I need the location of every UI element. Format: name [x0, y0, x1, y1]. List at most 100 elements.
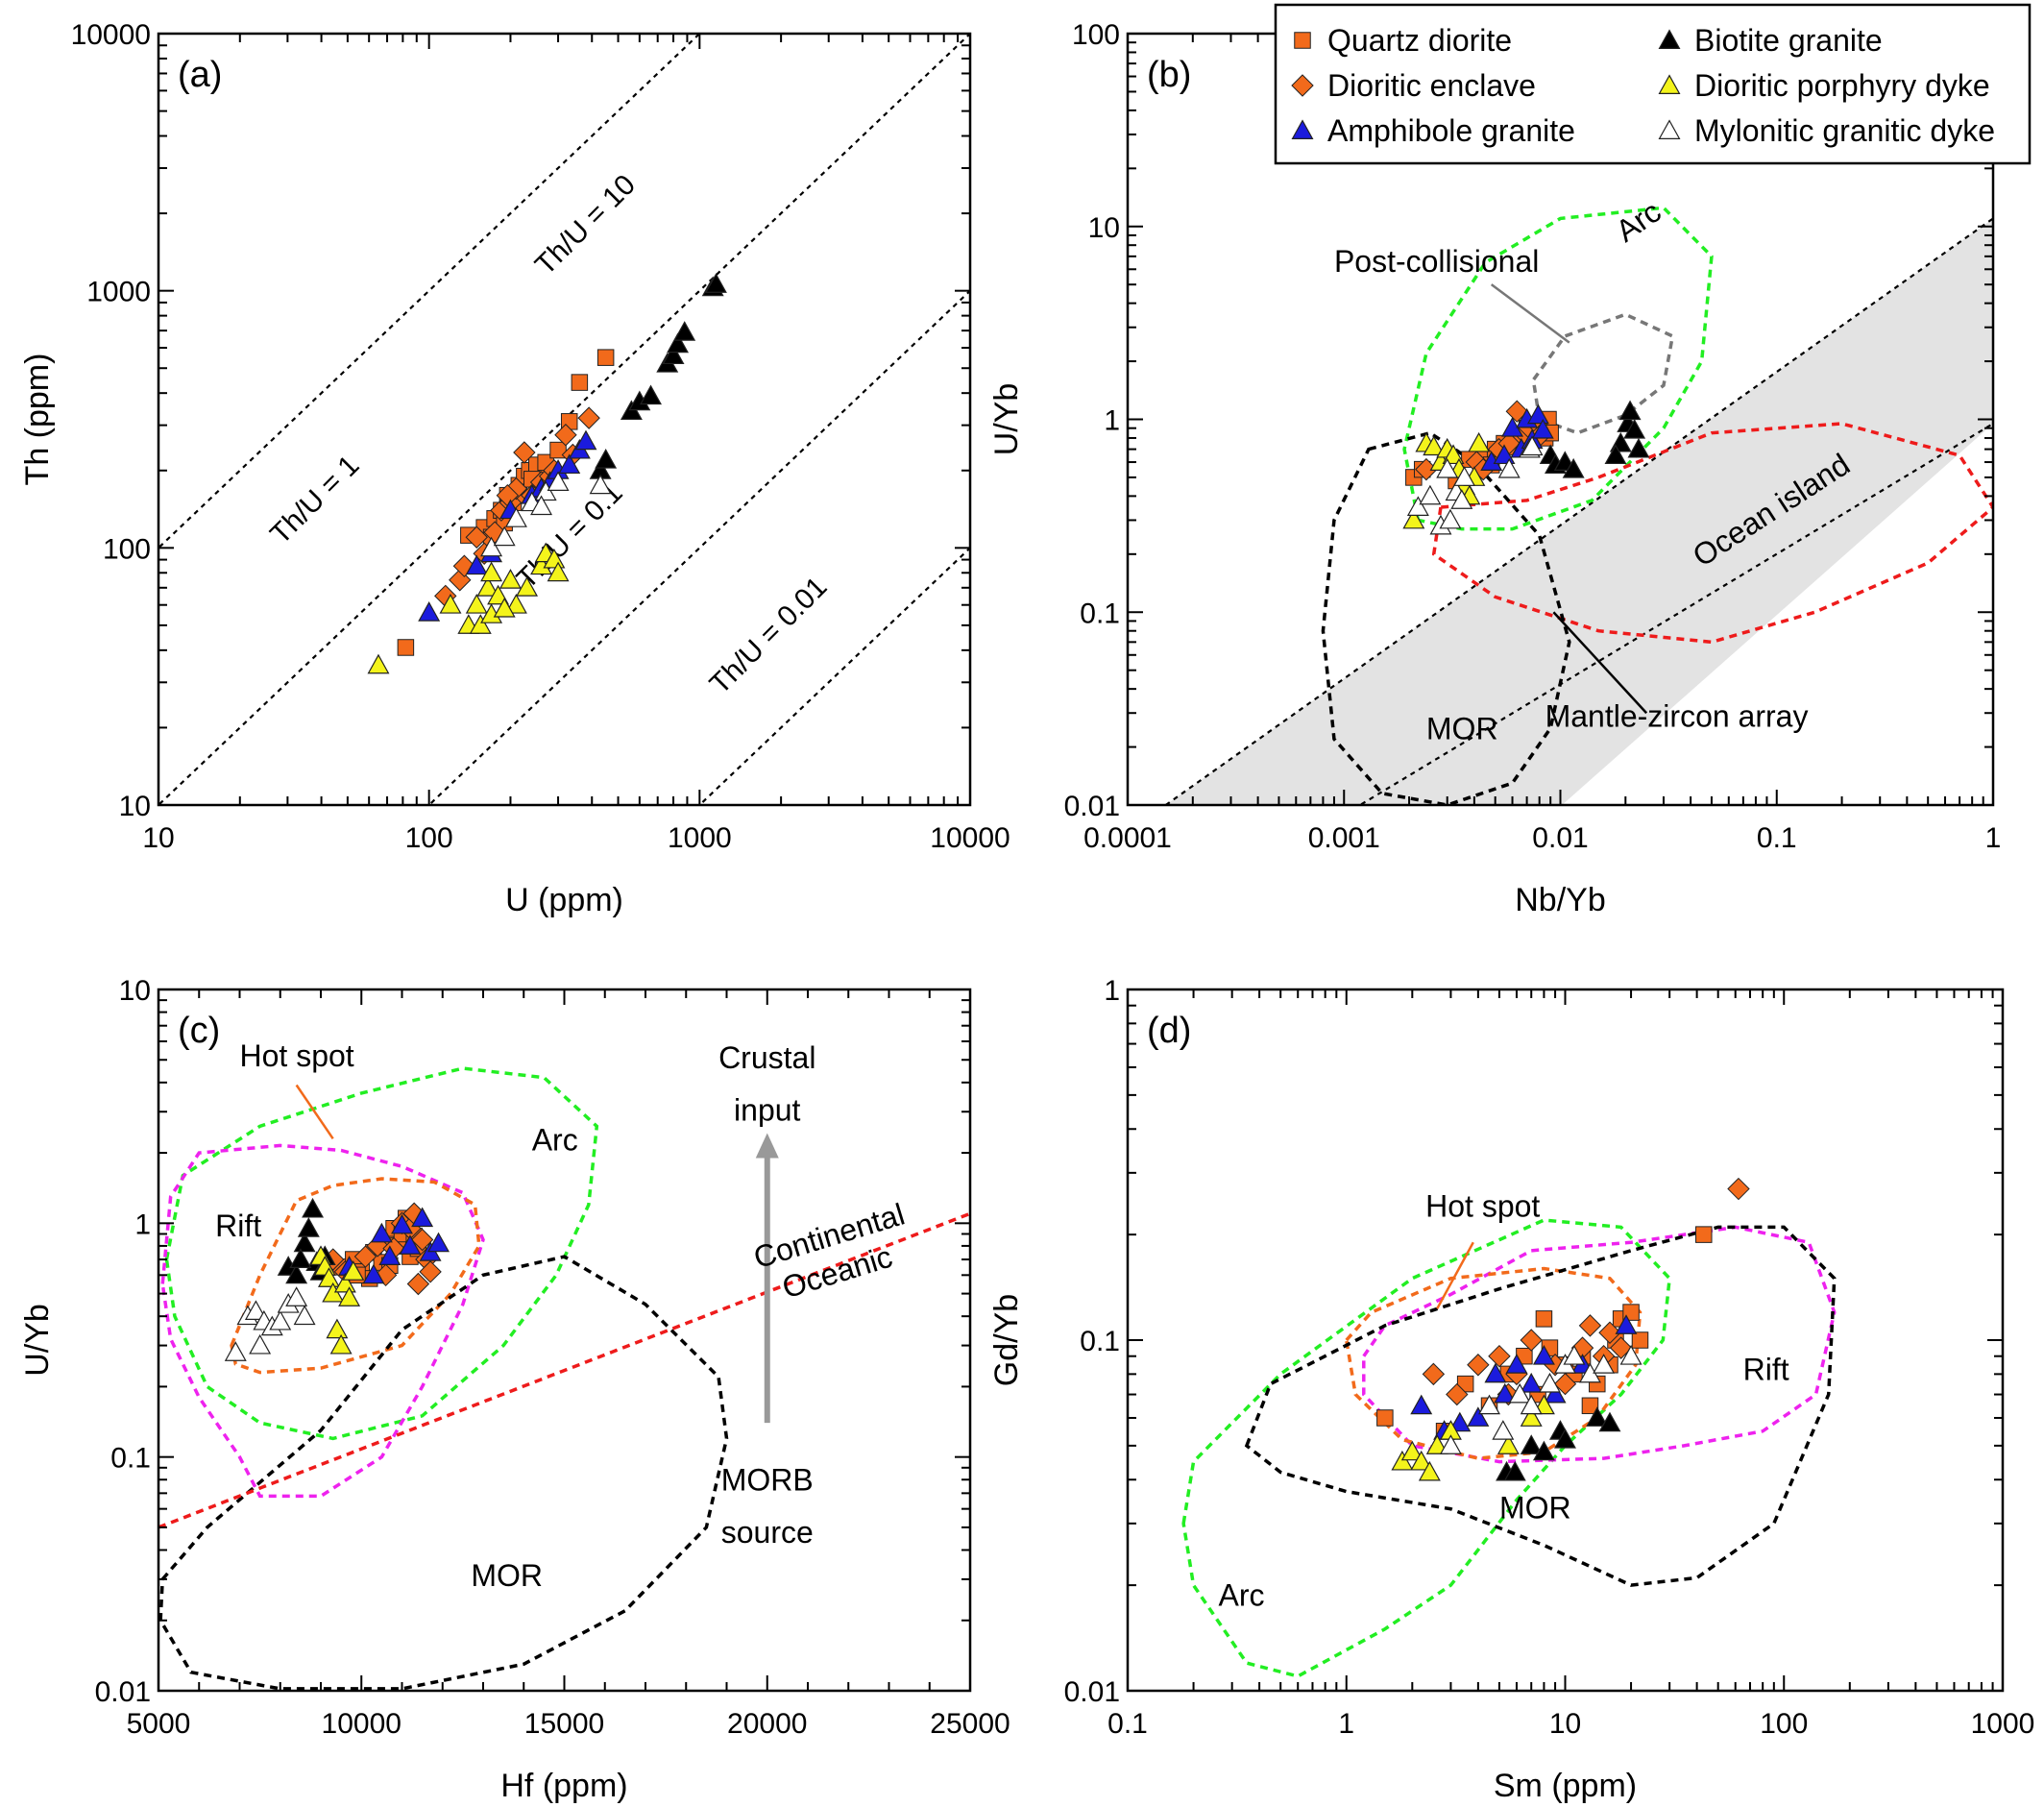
data-point-mylonitic-granitic-dyke — [249, 1333, 272, 1355]
y-tick-label: 0.1 — [1080, 1326, 1120, 1357]
y-axis-label: Gd/Yb — [988, 1294, 1025, 1386]
ratio-line-label: Th/U = 0.01 — [704, 571, 834, 700]
y-tick-label: 1000 — [86, 277, 151, 308]
data-point-dioritic-enclave — [1727, 1177, 1750, 1201]
data-point-dioritic-porphyry-dyke — [322, 1282, 345, 1303]
data-point-mylonitic-granitic-dyke — [530, 495, 553, 516]
hotspot-field-outline — [1344, 1266, 1642, 1460]
morb-source-label-2: source — [721, 1515, 814, 1550]
data-point-biotite-granite — [1623, 418, 1646, 439]
y-tick-label: 10000 — [71, 19, 151, 51]
data-point-quartz-diorite — [549, 441, 567, 459]
data-point-dioritic-porphyry-dyke — [469, 614, 492, 634]
rift-field-outline — [1362, 1225, 1837, 1464]
legend-item-dioritic-enclave: Dioritic enclave — [1291, 68, 1536, 103]
y-tick-label: 100 — [1072, 19, 1120, 51]
x-tick-label: 10 — [142, 822, 174, 854]
data-point-amphibole-granite — [1615, 1314, 1638, 1334]
data-point-biotite-granite — [1658, 29, 1681, 49]
data-point-mylonitic-granitic-dyke — [504, 507, 527, 527]
x-tick-label: 100 — [1760, 1708, 1808, 1740]
data-point-mylonitic-granitic-dyke — [1497, 457, 1521, 478]
data-point-dioritic-porphyry-dyke — [1423, 435, 1446, 456]
data-point-biotite-granite — [1604, 444, 1627, 465]
data-point-amphibole-granite — [1526, 403, 1549, 425]
data-point-dioritic-porphyry-dyke — [439, 594, 462, 614]
x-tick-label: 0.0001 — [1083, 822, 1172, 854]
data-point-amphibole-granite — [411, 1207, 434, 1228]
data-point-amphibole-granite — [1291, 119, 1314, 139]
panel-label: (c) — [178, 1011, 220, 1051]
data-point-amphibole-granite — [1531, 418, 1554, 439]
data-point-dioritic-porphyry-dyke — [1410, 1450, 1433, 1471]
data-point-amphibole-granite — [362, 1263, 385, 1284]
data-point-biotite-granite — [667, 332, 690, 354]
legend-item-label: Dioritic enclave — [1327, 68, 1536, 103]
postcollisional-leader-line — [1490, 283, 1570, 344]
rift-field-label: Rift — [1743, 1352, 1789, 1386]
data-point-dioritic-porphyry-dyke — [338, 1286, 361, 1306]
data-point-quartz-diorite — [1631, 1331, 1649, 1349]
data-point-dioritic-enclave — [1446, 1382, 1469, 1406]
data-point-quartz-diorite — [1294, 32, 1311, 49]
plot-frame — [157, 988, 972, 1693]
data-point-dioritic-porphyry-dyke — [333, 1272, 356, 1293]
data-point-dioritic-enclave — [419, 1260, 442, 1283]
data-point-mylonitic-granitic-dyke — [480, 536, 503, 557]
data-point-amphibole-granite — [418, 601, 441, 622]
y-tick-label: 10 — [119, 975, 151, 1007]
postcollisional-field-outline — [1531, 312, 1675, 435]
data-point-mylonitic-granitic-dyke — [1450, 489, 1473, 509]
ratio-line — [427, 289, 970, 805]
data-point-dioritic-enclave — [353, 1245, 377, 1268]
x-tick-label: 1000 — [1971, 1708, 2035, 1740]
x-tick-label: 1000 — [668, 822, 732, 854]
data-point-quartz-diorite — [571, 374, 589, 391]
data-point-biotite-granite — [1520, 1434, 1543, 1454]
x-tick-label: 5000 — [127, 1708, 191, 1740]
y-axis-label: U/Yb — [19, 1304, 56, 1377]
mor-field-label: MOR — [1426, 711, 1498, 745]
data-point-biotite-granite — [1554, 1428, 1576, 1449]
data-point-biotite-granite — [1627, 437, 1650, 458]
rift-field-outline — [160, 1143, 485, 1499]
y-tick-label: 0.01 — [95, 1676, 151, 1708]
x-axis-label: U (ppm) — [505, 882, 623, 918]
data-point-biotite-granite — [595, 448, 618, 469]
mantle-array-leader-line — [1552, 611, 1648, 715]
data-point-dioritic-enclave — [1422, 1362, 1446, 1386]
data-point-amphibole-granite — [1448, 1411, 1472, 1432]
panel-label: (b) — [1147, 55, 1191, 95]
data-point-mylonitic-granitic-dyke — [493, 525, 516, 547]
data-point-mylonitic-granitic-dyke — [293, 1305, 316, 1326]
data-point-dioritic-porphyry-dyke — [543, 548, 566, 569]
data-point-dioritic-porphyry-dyke — [516, 576, 539, 597]
panel-b-uyb-vs-nbyb: 0.0001 0.001 0.01 0.1 1 0.01 0.1 1 10 100 Nb/Yb U/Y… — [988, 19, 2001, 918]
data-point-dioritic-porphyry-dyke — [342, 1260, 365, 1281]
y-tick-label: 100 — [103, 533, 151, 565]
data-point-amphibole-granite — [370, 1222, 393, 1243]
data-point-dioritic-enclave — [410, 1228, 434, 1252]
data-point-dioritic-porphyry-dyke — [1400, 1440, 1424, 1461]
y-axis-label: Th (ppm) — [19, 354, 56, 486]
data-point-mylonitic-granitic-dyke — [1593, 1354, 1616, 1374]
data-point-amphibole-granite — [465, 554, 488, 575]
x-tick-label: 15000 — [524, 1708, 604, 1740]
data-point-mylonitic-granitic-dyke — [589, 474, 612, 495]
data-point-dioritic-enclave — [577, 406, 600, 429]
data-point-dioritic-enclave — [1467, 1354, 1490, 1377]
panel-label: (d) — [1147, 1011, 1191, 1051]
field-layer — [1165, 206, 1993, 805]
data-point-dioritic-enclave — [1598, 1321, 1621, 1344]
data-point-amphibole-granite — [1494, 1382, 1517, 1404]
data-point-quartz-diorite — [1581, 1397, 1599, 1415]
ocean-island-field-outline — [1431, 422, 1993, 645]
x-axis-label: Hf (ppm) — [500, 1768, 627, 1804]
legend-item-label: Quartz diorite — [1327, 23, 1512, 58]
mor-field-label: MOR — [471, 1558, 543, 1593]
x-tick-label: 0.1 — [1757, 822, 1797, 854]
data-point-mylonitic-granitic-dyke — [1538, 1372, 1561, 1393]
data-point-quartz-diorite — [1535, 1310, 1553, 1328]
